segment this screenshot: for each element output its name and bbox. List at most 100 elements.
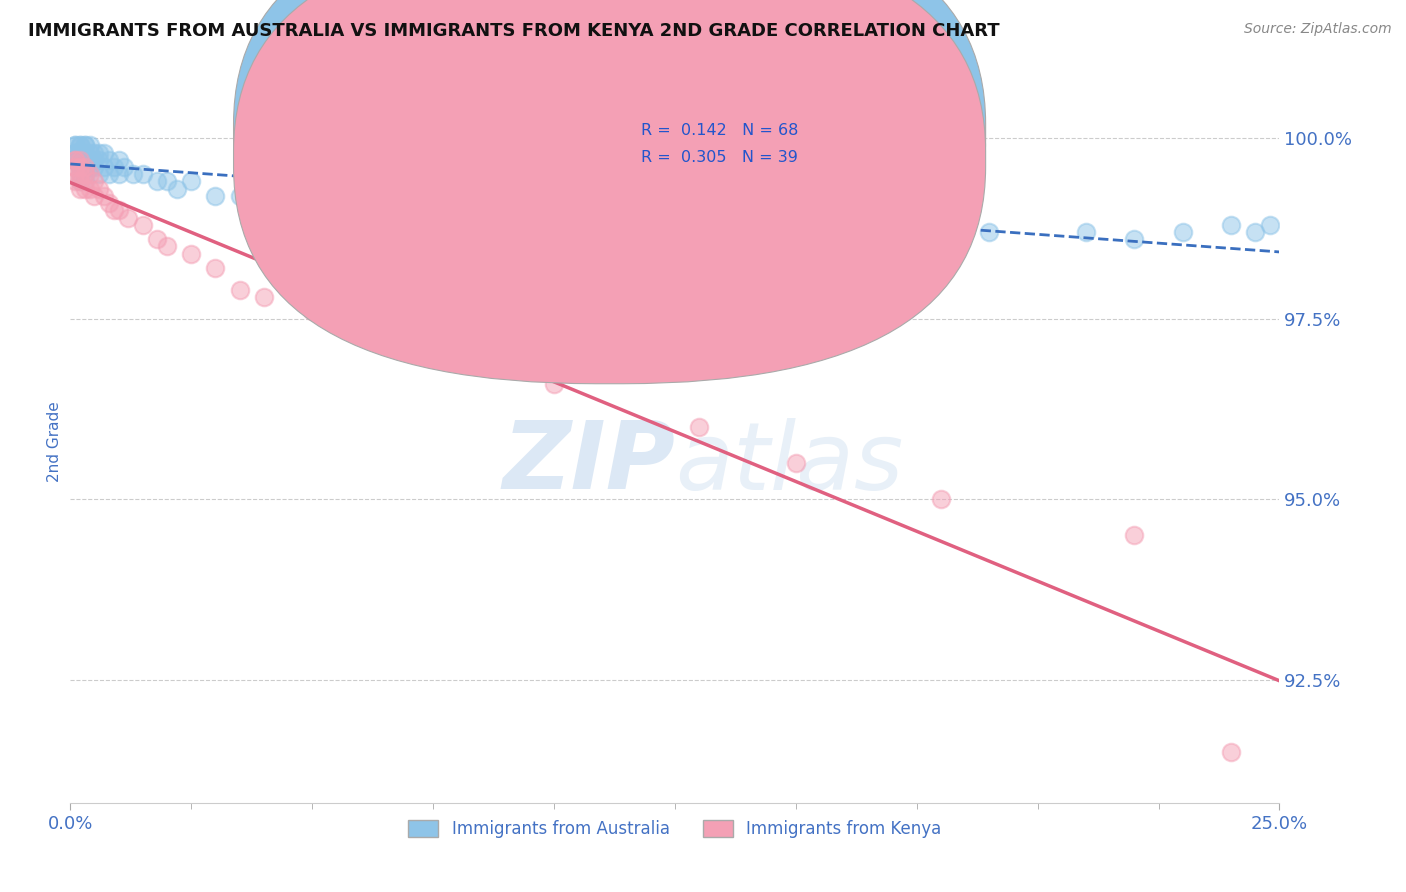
Point xyxy=(1074,225,1097,239)
Text: R =  0.142   N = 68: R = 0.142 N = 68 xyxy=(641,122,799,137)
Point xyxy=(98,196,121,211)
Point xyxy=(73,181,96,195)
Point xyxy=(69,145,91,160)
Point xyxy=(107,167,129,181)
Point xyxy=(83,145,105,160)
Point xyxy=(398,203,420,218)
Point xyxy=(1220,745,1243,759)
Point xyxy=(253,290,276,304)
Point xyxy=(132,218,155,232)
Point xyxy=(63,153,86,167)
Point xyxy=(63,153,86,167)
Point xyxy=(117,211,139,225)
Point xyxy=(1258,218,1281,232)
Point xyxy=(640,218,662,232)
Point xyxy=(73,138,96,153)
Point xyxy=(446,348,468,362)
Point xyxy=(349,196,371,211)
Point xyxy=(122,167,145,181)
Point xyxy=(543,203,565,218)
Point xyxy=(107,203,129,218)
Point xyxy=(79,145,101,160)
Point xyxy=(63,138,86,153)
Point xyxy=(83,153,105,167)
Y-axis label: 2nd Grade: 2nd Grade xyxy=(46,401,62,482)
Point xyxy=(79,160,101,174)
Point xyxy=(63,145,86,160)
Point xyxy=(73,174,96,188)
Point xyxy=(1244,225,1267,239)
Point xyxy=(1123,528,1146,542)
Point xyxy=(93,160,115,174)
Point xyxy=(737,218,759,232)
Point xyxy=(89,181,111,195)
Point xyxy=(73,160,96,174)
Point xyxy=(301,181,323,195)
Point xyxy=(69,167,91,181)
Point xyxy=(146,174,169,188)
Point xyxy=(69,138,91,153)
Point xyxy=(73,153,96,167)
Point xyxy=(253,189,276,203)
Point xyxy=(98,167,121,181)
FancyBboxPatch shape xyxy=(233,0,986,356)
Point xyxy=(93,145,115,160)
Legend: Immigrants from Australia, Immigrants from Kenya: Immigrants from Australia, Immigrants fr… xyxy=(402,814,948,845)
Point xyxy=(69,145,91,160)
Point xyxy=(89,167,111,181)
Point xyxy=(166,181,188,195)
Point xyxy=(79,181,101,195)
Point xyxy=(325,196,347,211)
Point xyxy=(63,153,86,167)
Point xyxy=(73,167,96,181)
Point xyxy=(63,160,86,174)
Point xyxy=(688,420,710,434)
Point xyxy=(301,304,323,318)
Point xyxy=(89,153,111,167)
Point xyxy=(69,160,91,174)
Text: ZIP: ZIP xyxy=(502,417,675,509)
Point xyxy=(979,225,1001,239)
FancyBboxPatch shape xyxy=(567,102,880,189)
Text: R =  0.305   N = 39: R = 0.305 N = 39 xyxy=(641,150,797,165)
Point xyxy=(73,138,96,153)
Point xyxy=(228,189,250,203)
Point xyxy=(446,203,468,218)
Point xyxy=(1123,232,1146,246)
Point xyxy=(69,153,91,167)
Point xyxy=(1220,218,1243,232)
Point xyxy=(132,167,155,181)
Point xyxy=(107,153,129,167)
Point xyxy=(103,160,125,174)
Point xyxy=(146,232,169,246)
Point xyxy=(785,456,807,470)
Point xyxy=(495,211,517,225)
Point xyxy=(83,174,105,188)
Text: Source: ZipAtlas.com: Source: ZipAtlas.com xyxy=(1244,22,1392,37)
Point xyxy=(204,261,226,276)
Point xyxy=(89,145,111,160)
Point xyxy=(156,239,179,253)
Point xyxy=(63,167,86,181)
Point xyxy=(63,138,86,153)
Point xyxy=(98,153,121,167)
Point xyxy=(591,211,613,225)
FancyBboxPatch shape xyxy=(233,0,986,384)
Point xyxy=(83,189,105,203)
Point xyxy=(73,167,96,181)
Point xyxy=(882,232,904,246)
Point xyxy=(69,153,91,167)
Point xyxy=(180,246,202,260)
Point xyxy=(69,160,91,174)
Point xyxy=(69,138,91,153)
Point xyxy=(83,160,105,174)
Point xyxy=(69,153,91,167)
Point xyxy=(63,174,86,188)
Point xyxy=(156,174,179,188)
Point xyxy=(103,203,125,218)
Point xyxy=(73,160,96,174)
Point xyxy=(228,283,250,297)
Point xyxy=(1171,225,1194,239)
Point xyxy=(112,160,135,174)
Point xyxy=(69,174,91,188)
